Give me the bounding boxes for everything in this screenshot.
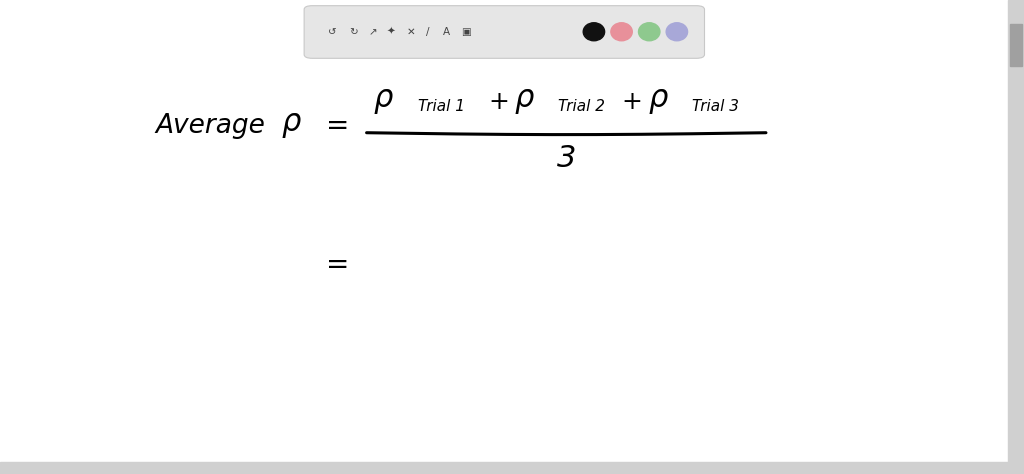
Text: Average: Average xyxy=(155,113,265,138)
Bar xyxy=(1010,24,1022,66)
Text: +: + xyxy=(488,90,509,114)
Text: Trial 2: Trial 2 xyxy=(558,99,605,114)
Text: =: = xyxy=(327,111,349,140)
Text: A: A xyxy=(443,27,450,37)
Bar xyxy=(0,462,1008,474)
Ellipse shape xyxy=(584,23,604,41)
Text: =: = xyxy=(327,251,349,280)
Ellipse shape xyxy=(667,23,687,41)
Bar xyxy=(1008,0,1024,474)
Text: ↗: ↗ xyxy=(369,27,377,37)
Text: $\rho$: $\rho$ xyxy=(514,87,535,117)
FancyBboxPatch shape xyxy=(304,6,705,58)
Text: +: + xyxy=(622,90,642,114)
Text: ↻: ↻ xyxy=(349,27,357,37)
Text: ✦: ✦ xyxy=(387,27,395,37)
Text: ↺: ↺ xyxy=(329,27,337,37)
Text: $\rho$: $\rho$ xyxy=(282,111,302,140)
Ellipse shape xyxy=(639,23,659,41)
Text: $\rho$: $\rho$ xyxy=(374,87,394,117)
Text: ▣: ▣ xyxy=(461,27,471,37)
Text: Trial 1: Trial 1 xyxy=(418,99,465,114)
Text: $\rho$: $\rho$ xyxy=(648,87,669,117)
Text: 3: 3 xyxy=(557,144,575,173)
Text: /: / xyxy=(426,27,430,37)
Text: Trial 3: Trial 3 xyxy=(692,99,739,114)
Ellipse shape xyxy=(611,23,632,41)
Text: ✕: ✕ xyxy=(407,27,415,37)
